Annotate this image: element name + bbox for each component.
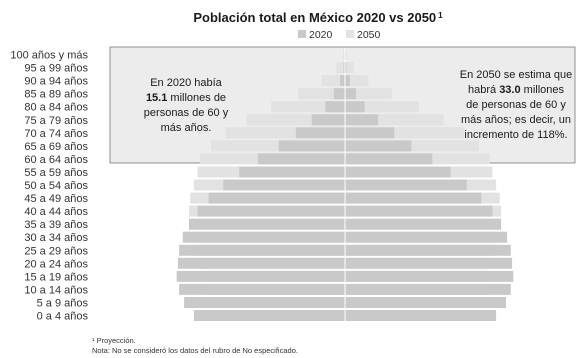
category-label: 90 a 94 años — [24, 76, 88, 88]
category-label: 0 a 4 años — [37, 311, 89, 323]
category-label: 10 a 14 años — [24, 284, 88, 296]
category-label: 30 a 34 años — [24, 232, 88, 244]
legend-swatch-2050 — [346, 30, 354, 38]
legend-swatch-2020 — [298, 30, 306, 38]
category-label: 35 a 39 años — [24, 219, 88, 231]
footnote-note: Nota: No se consideró los datos del rubr… — [92, 346, 298, 355]
category-label: 5 a 9 años — [37, 298, 89, 310]
annotation-2020-line-4: más años. — [161, 122, 212, 134]
annotation-2020-line-1: En 2020 había — [150, 77, 222, 89]
annotation-2020-line-2: 15.1 millones de — [146, 92, 226, 104]
category-label: 15 a 19 años — [24, 271, 88, 283]
category-label: 70 a 74 años — [24, 128, 88, 140]
annotation-2020: En 2020 había 15.1 millones de personas … — [144, 77, 229, 134]
category-label: 80 a 84 años — [24, 102, 88, 114]
annotation-2050-line-5: incremento de 118%. — [464, 129, 567, 141]
annotation-2050-line-3: de personas de 60 y — [466, 99, 566, 111]
annotation-2050-line-4: más años; es decir, un — [461, 114, 571, 126]
annotation-2020-line-2-rest: millones de — [167, 92, 226, 104]
category-label: 95 a 99 años — [24, 63, 88, 75]
category-label: 25 a 29 años — [24, 245, 88, 257]
annotation-2050: En 2050 se estima que habrá 33.0 millone… — [460, 69, 573, 141]
legend-label-2050: 2050 — [357, 29, 381, 41]
chart-title-superscript: 1 — [438, 11, 443, 20]
annotation-2050-bold: 33.0 — [499, 84, 520, 96]
chart-title-text: Población total en México 2020 vs 2050 — [193, 10, 436, 25]
category-label: 60 a 64 años — [24, 154, 88, 166]
annotation-2050-line-2-pre: habrá — [468, 84, 499, 96]
category-label: 40 a 44 años — [24, 206, 88, 218]
category-label: 50 a 54 años — [24, 180, 88, 192]
category-label: 85 a 89 años — [24, 89, 88, 101]
chart-title: Población total en México 2020 vs 2050 1 — [193, 10, 443, 25]
category-label: 100 años y más — [10, 50, 88, 62]
category-label: 55 a 59 años — [24, 167, 88, 179]
category-label: 65 a 69 años — [24, 141, 88, 153]
footnote-projection: ¹ Proyección. — [92, 336, 136, 345]
annotation-2020-bold: 15.1 — [146, 92, 167, 104]
annotation-2050-line-2: habrá 33.0 millones — [468, 84, 565, 96]
category-label: 75 a 79 años — [24, 115, 88, 127]
legend: 2020 2050 — [298, 29, 381, 41]
annotation-2050-line-2-rest: millones — [521, 84, 565, 96]
annotation-2020-line-3: personas de 60 y — [144, 107, 229, 119]
legend-label-2020: 2020 — [309, 29, 333, 41]
annotation-2050-line-1: En 2050 se estima que — [460, 69, 573, 81]
category-label: 20 a 24 años — [24, 258, 88, 270]
category-label: 45 a 49 años — [24, 193, 88, 205]
